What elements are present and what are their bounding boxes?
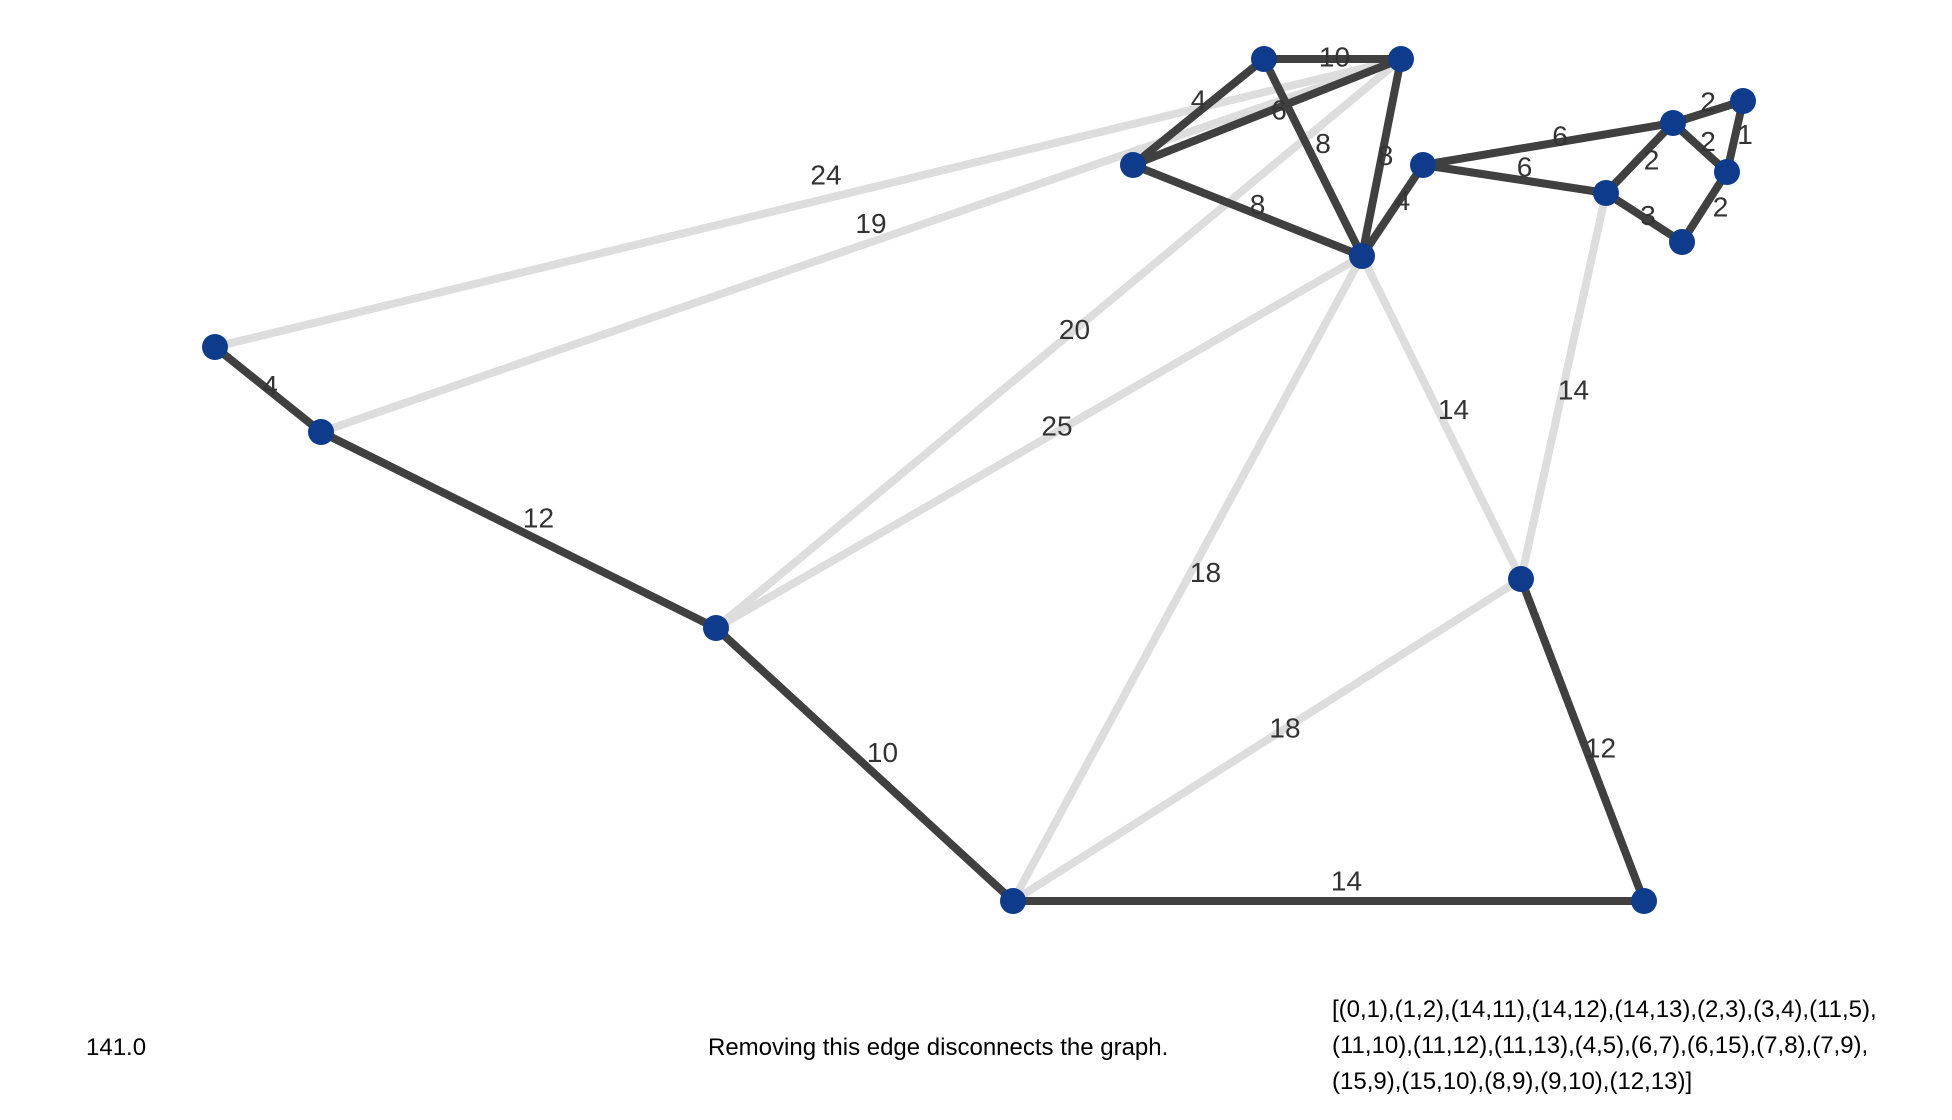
edge-weight-label: 6: [1552, 120, 1568, 151]
graph-edge-2-3[interactable]: [712, 624, 1017, 905]
graph-node-5[interactable]: [1508, 566, 1534, 592]
graph-node-12[interactable]: [1120, 152, 1146, 178]
graph-edge-12-13[interactable]: [1129, 55, 1268, 169]
graph-edge-15-9[interactable]: [1602, 119, 1677, 197]
graph-edge-5-9[interactable]: [1517, 189, 1610, 583]
graph-edge-1-2[interactable]: [317, 428, 720, 632]
edge-weight-label: 4: [1191, 84, 1207, 115]
edge-weight-label: 2: [1700, 86, 1716, 117]
edge-weight-label: 2: [1700, 126, 1716, 157]
edge-weight-label: 18: [1190, 557, 1221, 588]
edge-weight-label: 6: [1517, 151, 1533, 182]
edge-weight-label: 8: [1315, 128, 1331, 159]
edge-weight-label: 10: [867, 737, 898, 768]
edge-weight-label: 18: [1269, 712, 1300, 743]
mst-edge-list: [(0,1),(1,2),(14,11),(14,12),(14,13),(2,…: [1332, 992, 1942, 1100]
graph-node-15[interactable]: [1660, 110, 1686, 136]
graph-node-0[interactable]: [202, 334, 228, 360]
mst-edge-list-line: (11,10),(11,12),(11,13),(4,5),(6,7),(6,1…: [1332, 1032, 1869, 1059]
graph-node-7[interactable]: [1714, 159, 1740, 185]
edge-weight-label: 2: [1713, 191, 1729, 222]
graph-edge-11-12[interactable]: [1129, 161, 1366, 260]
graph-node-8[interactable]: [1669, 229, 1695, 255]
edge-weight-label: 10: [1319, 41, 1350, 72]
edge-weight-label: 8: [1378, 140, 1394, 171]
mst-edge-list-line: (15,9),(15,10),(8,9),(9,10),(12,13)]: [1332, 1068, 1693, 1095]
edge-weight-label: 24: [810, 159, 841, 190]
graph-node-3[interactable]: [1000, 888, 1026, 914]
graph-edge-4-5[interactable]: [1517, 575, 1648, 905]
edge-weight-label: 4: [262, 370, 278, 401]
edge-weight-label: 2: [1644, 144, 1660, 175]
edge-weight-label: 8: [1250, 189, 1266, 220]
graph-edge-2-11[interactable]: [712, 252, 1366, 632]
graph-edge-11-10[interactable]: [1358, 161, 1427, 260]
graph-node-11[interactable]: [1349, 243, 1375, 269]
edge-weight-label: 14: [1331, 865, 1362, 896]
edges-layer: [211, 55, 1747, 905]
edge-weight-label: 3: [1640, 200, 1656, 231]
graph-node-2[interactable]: [703, 615, 729, 641]
edge-weight-label: 12: [523, 502, 554, 533]
graph-node-10[interactable]: [1410, 152, 1436, 178]
graph-edge-14-12[interactable]: [1129, 55, 1405, 169]
graph-edge-0-1[interactable]: [211, 343, 325, 436]
edge-weight-label: 14: [1438, 394, 1469, 425]
edge-weight-label: 25: [1041, 410, 1072, 441]
graph-node-14[interactable]: [1388, 46, 1414, 72]
graph-edge-10-15[interactable]: [1419, 119, 1677, 169]
nodes-layer: [202, 46, 1756, 914]
graph-edge-11-13[interactable]: [1260, 55, 1366, 260]
total-weight-value: 141.0: [86, 1034, 147, 1061]
edge-weight-label: 6: [1271, 94, 1287, 125]
graph-node-13[interactable]: [1251, 46, 1277, 72]
graph-edge-3-11[interactable]: [1009, 252, 1366, 905]
graph-edge-2-14[interactable]: [712, 55, 1405, 632]
graph-node-4[interactable]: [1631, 888, 1657, 914]
edge-weight-label: 19: [855, 208, 886, 239]
edge-weight-label: 1: [1737, 119, 1753, 150]
graph-edge-11-5[interactable]: [1358, 252, 1525, 583]
graph-edge-10-9[interactable]: [1419, 161, 1610, 197]
graph-edge-1-14[interactable]: [317, 55, 1405, 436]
graph-edge-14-11[interactable]: [1358, 55, 1405, 260]
edge-weight-label: 4: [1395, 185, 1411, 216]
mst-edge-list-line: [(0,1),(1,2),(14,11),(14,12),(14,13),(2,…: [1332, 996, 1877, 1023]
graph-node-1[interactable]: [308, 419, 334, 445]
graph-node-9[interactable]: [1593, 180, 1619, 206]
graph-node-6[interactable]: [1730, 88, 1756, 114]
graph-edge-7-8[interactable]: [1678, 168, 1731, 246]
edge-weight-label: 12: [1585, 732, 1616, 763]
edge-weight-label: 14: [1558, 374, 1589, 405]
status-message: Removing this edge disconnects the graph…: [708, 1034, 1169, 1061]
graph-edge-8-9[interactable]: [1602, 189, 1686, 246]
edge-weight-label: 20: [1059, 314, 1090, 345]
graph-edge-3-5[interactable]: [1009, 575, 1525, 905]
